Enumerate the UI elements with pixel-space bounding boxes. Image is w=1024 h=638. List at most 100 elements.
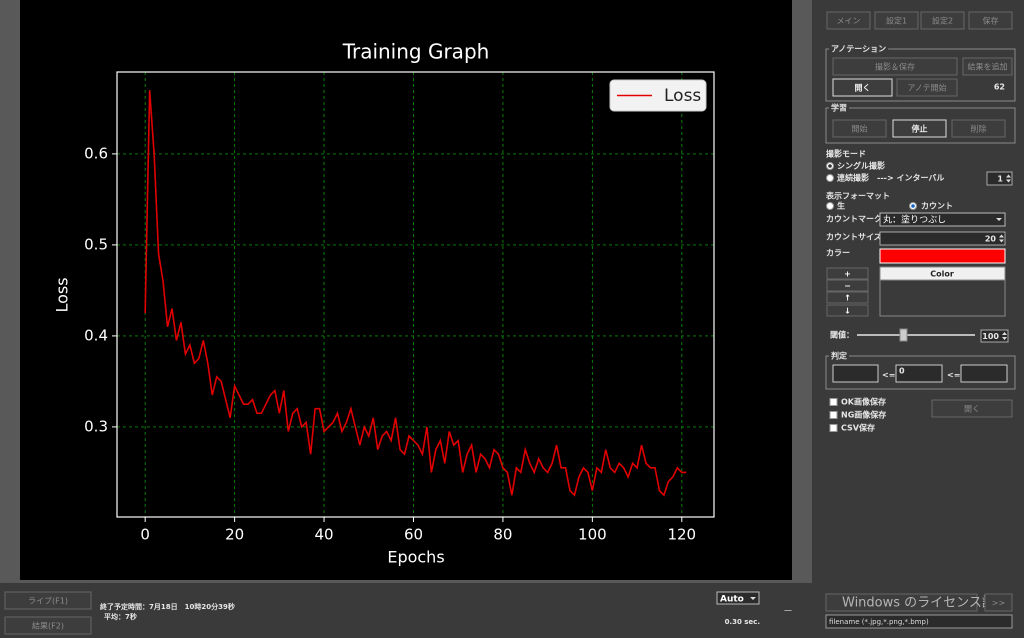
y-tick-label: 0.3	[84, 417, 108, 435]
button-label: 停止	[912, 124, 928, 134]
checkbox-label: NG画像保存	[841, 410, 886, 420]
button[interactable]	[832, 119, 887, 138]
list-button[interactable]	[826, 304, 869, 317]
x-tick-label: 60	[404, 526, 423, 544]
group-box	[825, 355, 1016, 390]
button-label: 設定1	[886, 16, 907, 26]
input[interactable]	[825, 614, 1013, 629]
button[interactable]	[984, 593, 1013, 612]
dropdown[interactable]	[879, 212, 1006, 227]
annotation-count: 62	[994, 83, 1005, 92]
button-label: >>	[992, 599, 1005, 608]
button-label: 開始	[852, 124, 868, 134]
label: カウントマーク	[826, 214, 882, 224]
button-label: 開く	[855, 84, 871, 93]
slider-thumb[interactable]	[899, 328, 908, 342]
label: カウントサイズ	[826, 232, 882, 242]
status-text: 0.30 sec.	[725, 618, 760, 626]
checkbox[interactable]	[829, 398, 838, 406]
group-box	[825, 107, 1016, 144]
spin-box[interactable]	[980, 329, 1009, 343]
button-label: アノテ開始	[907, 83, 946, 93]
list-header: Color	[930, 270, 954, 279]
button-label: 結果を追加	[968, 62, 1008, 72]
dropdown-arrow	[996, 218, 1002, 221]
button[interactable]	[896, 78, 958, 97]
button-label: +	[844, 270, 851, 279]
spin-value: 1	[997, 175, 1003, 184]
button[interactable]	[892, 119, 947, 138]
color-list-header	[879, 266, 1006, 281]
operator: <=	[947, 371, 960, 380]
group-title-bg	[829, 44, 889, 54]
dropdown-value: 丸：塗りつぶし	[883, 214, 946, 226]
radio[interactable]	[826, 174, 834, 182]
status-text: 平均：7秒	[104, 612, 137, 621]
tab[interactable]	[826, 11, 871, 30]
button-label: ↓	[844, 307, 851, 316]
button-label: 結果(F2)	[32, 621, 64, 631]
list-button[interactable]	[826, 291, 869, 304]
spin-box[interactable]	[879, 231, 1006, 246]
group-title: アノテーション	[831, 45, 886, 54]
button[interactable]	[931, 399, 1013, 418]
tab[interactable]	[920, 11, 965, 30]
checkbox[interactable]	[829, 424, 838, 432]
input[interactable]	[895, 364, 943, 383]
spin-value: 20	[985, 235, 997, 244]
x-tick-label: 20	[225, 526, 244, 544]
button-label: −	[844, 282, 851, 291]
loss-line	[144, 90, 687, 497]
button-label: 保存	[983, 16, 999, 26]
x-tick-label: 120	[667, 526, 696, 544]
x-tick-label: 100	[578, 526, 607, 544]
operator: <=	[882, 371, 895, 380]
button[interactable]	[4, 591, 92, 610]
radio-dot	[828, 164, 832, 168]
status-text: 終了予定時間：7月18日 10時20分39秒	[100, 602, 235, 611]
x-axis-label: Epochs	[387, 548, 444, 567]
y-axis-label: Loss	[53, 277, 72, 312]
input[interactable]	[832, 364, 879, 383]
label: カラー	[826, 249, 850, 258]
checkbox[interactable]	[829, 411, 838, 419]
button[interactable]	[825, 593, 978, 612]
radio-label: 生	[837, 201, 845, 211]
button-label: ↑	[844, 294, 851, 303]
button[interactable]	[832, 57, 958, 76]
spin-value: 100	[982, 332, 999, 341]
radio-dot	[911, 204, 915, 208]
checkbox-label: OK画像保存	[841, 397, 886, 407]
list-button[interactable]	[826, 267, 869, 280]
dropdown[interactable]	[716, 591, 760, 605]
watermark: Windows のライセンス認証	[842, 595, 1008, 611]
color-swatch[interactable]	[879, 248, 1006, 264]
button[interactable]	[832, 78, 893, 97]
radio-label: シングル撮影	[837, 161, 885, 171]
button-label: 開く	[964, 405, 980, 414]
button[interactable]	[4, 616, 92, 635]
button-label: メイン	[837, 17, 861, 26]
spin-box[interactable]	[986, 171, 1013, 186]
spin-arrows	[1006, 174, 1011, 183]
input[interactable]	[960, 364, 1008, 383]
dropdown-arrow	[750, 597, 756, 600]
chart-title: Training Graph	[342, 40, 490, 64]
radio[interactable]	[826, 202, 834, 210]
spin-arrows	[1002, 332, 1007, 340]
list-button[interactable]	[826, 279, 869, 292]
legend-box	[609, 79, 707, 112]
y-tick-label: 0.4	[84, 326, 108, 344]
input-value: 0	[899, 367, 905, 376]
group-title-bg	[829, 351, 849, 361]
button[interactable]	[951, 119, 1006, 138]
spin-arrows	[999, 234, 1004, 243]
section-title: 撮影モード	[826, 149, 866, 159]
status-text: —	[784, 606, 792, 615]
tab[interactable]	[874, 11, 919, 30]
tab[interactable]	[968, 11, 1013, 30]
button[interactable]	[962, 57, 1013, 76]
button-label: 撮影＆保存	[875, 62, 915, 72]
group-title: 学習	[831, 103, 847, 113]
